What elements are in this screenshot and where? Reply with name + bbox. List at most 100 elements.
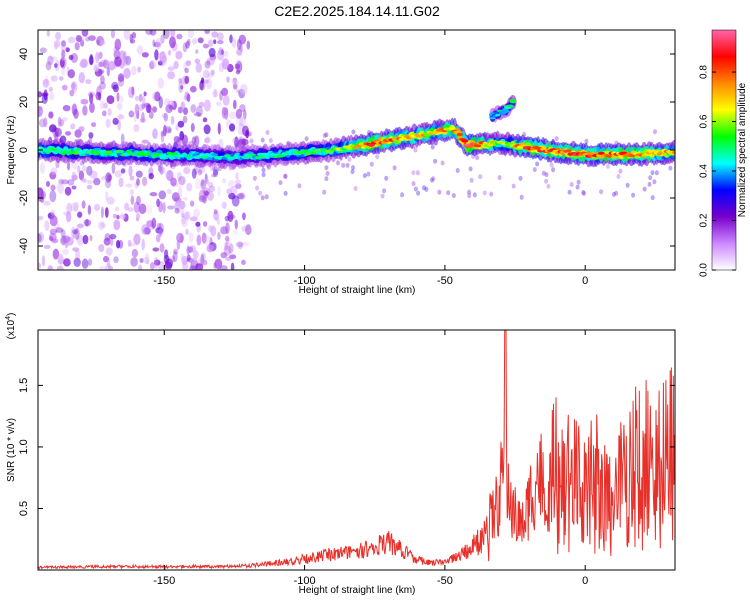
spectrogram-ridge-blob [199, 153, 206, 157]
spectrogram-noise-blob [220, 49, 224, 55]
spectrogram-noise-blob [173, 60, 179, 70]
spectrogram-noise-blob [170, 177, 177, 187]
spectrogram-noise-blob [138, 264, 143, 270]
spectrogram-noise-blob [82, 165, 87, 172]
spectrogram-noise-blob [191, 38, 198, 45]
spectrogram-noise-blob [535, 161, 540, 167]
spectrogram-noise-blob [181, 212, 185, 218]
spectrogram-noise-blob [236, 88, 240, 94]
spectrogram-noise-blob [218, 47, 224, 56]
spectrogram-noise-blob [519, 194, 524, 200]
spectrogram-noise-blob [240, 84, 248, 95]
spectrogram-noise-blob [416, 190, 421, 196]
spectrogram-noise-blob [400, 192, 405, 198]
spectrogram-noise-blob [160, 131, 165, 143]
spectrogram-noise-blob [205, 178, 209, 185]
spectrogram-noise-blob [152, 91, 159, 102]
spectrogram-noise-blob [650, 170, 655, 176]
spectrogram-noise-blob [133, 233, 141, 245]
spectrogram-ridge-blob [110, 152, 118, 157]
spectrogram-noise-blob [163, 124, 167, 137]
spectrogram-noise-blob [213, 210, 220, 221]
spectrogram-noise-blob [475, 155, 480, 161]
spectrogram-noise-blob [205, 189, 209, 199]
spectrogram-noise-blob [278, 180, 283, 186]
spectrogram-noise-blob [468, 166, 473, 172]
spectrogram-x-axis-label: Height of straight line (km) [299, 285, 416, 296]
spectrogram-noise-blob [213, 209, 218, 215]
spectrogram-noise-blob [345, 162, 350, 168]
spectrogram-noise-blob [180, 85, 184, 90]
spectrogram-noise-blob [130, 257, 138, 267]
spectrogram-noise-blob [112, 84, 119, 93]
spectrogram-noise-blob [268, 138, 273, 143]
spectrogram-noise-blob [82, 105, 88, 116]
spectrogram-noise-blob [455, 168, 460, 173]
spectrogram-noise-blob [192, 250, 199, 260]
spectrogram-noise-blob [160, 34, 165, 44]
spectrogram-noise-blob [242, 212, 246, 221]
spectrogram-noise-blob [544, 172, 549, 178]
spectrogram-noise-blob [226, 188, 232, 195]
spectrogram-noise-blob [162, 30, 170, 39]
spectrogram-noise-blob [114, 56, 122, 67]
snr-x-axis-label: Height of straight line (km) [299, 585, 416, 596]
spectrogram-ridge-blob [489, 117, 496, 120]
spectrogram-noise-blob [112, 117, 119, 125]
colorbar-tick-label: 0.4 [699, 164, 710, 178]
spectrogram-noise-blob [60, 43, 68, 52]
spectrogram-noise-blob [197, 169, 203, 176]
spectrogram-noise-blob [231, 137, 240, 144]
spectrogram-noise-blob [72, 247, 79, 252]
spectrogram-noise-blob [208, 185, 216, 193]
spectrogram-noise-blob [166, 188, 172, 194]
spectrogram-noise-blob [203, 190, 210, 196]
colorbar: 0.0 0.2 0.4 0.6 0.8 Normalized spectral ampl… [699, 29, 748, 277]
spectrogram-noise-blob [353, 186, 358, 191]
spectrogram-noise-blob [185, 228, 189, 235]
spectrogram-noise-blob [86, 184, 93, 190]
spectrogram-noise-blob [163, 112, 168, 122]
spectrogram-noise-blob [467, 193, 472, 199]
spectrogram-noise-blob [618, 168, 623, 174]
spectrogram-noise-blob [181, 255, 188, 266]
spectrogram-noise-blob [247, 131, 252, 137]
spectrogram-noise-blob [81, 258, 89, 269]
spectrogram-noise-blob [227, 210, 234, 222]
spectrogram-noise-blob [39, 162, 45, 174]
spectrogram-noise-blob [154, 259, 161, 266]
spectrogram-noise-blob [216, 32, 224, 41]
spectrogram-noise-blob [576, 179, 581, 185]
spectrogram-noise-blob [107, 257, 111, 269]
spectrogram-noise-blob [158, 190, 167, 200]
spectrogram-noise-blob [551, 167, 556, 173]
spectrogram-noise-blob [172, 251, 178, 263]
spectrogram-noise-blob [252, 175, 257, 181]
spectrogram-noise-blob [189, 265, 196, 270]
spectrogram-noise-blob [201, 77, 205, 84]
spectrogram-noise-blob [616, 174, 621, 179]
spectrogram-noise-blob [178, 78, 183, 83]
spectrogram-noise-blob [165, 171, 169, 177]
spectrogram-noise-blob [197, 37, 204, 44]
spectrogram-noise-blob [137, 66, 141, 73]
spectrogram-noise-blob [599, 189, 604, 195]
spectrogram-noise-blob [202, 187, 211, 196]
spectrogram-noise-blob [186, 93, 191, 102]
spectrogram-noise-blob [51, 226, 58, 232]
spectrogram-noise-blob [411, 181, 416, 187]
spectrogram-ridge-blob [302, 149, 310, 153]
spectrogram-noise-blob [82, 234, 89, 245]
spectrogram-noise-blob [185, 60, 192, 67]
spectrogram-noise-blob [206, 73, 215, 78]
spectrogram-noise-blob [235, 172, 239, 180]
spectrogram-noise-blob [183, 166, 191, 175]
spectrogram-noise-blob [109, 237, 114, 247]
spectrogram-noise-blob [152, 128, 158, 139]
spectrogram-noise-blob [219, 90, 223, 101]
spectrogram-noise-blob [196, 234, 202, 246]
spectrogram-noise-blob [53, 40, 61, 48]
spectrogram-noise-blob [131, 86, 135, 96]
spectrogram-noise-blob [181, 215, 187, 225]
spectrogram-noise-blob [64, 186, 72, 196]
